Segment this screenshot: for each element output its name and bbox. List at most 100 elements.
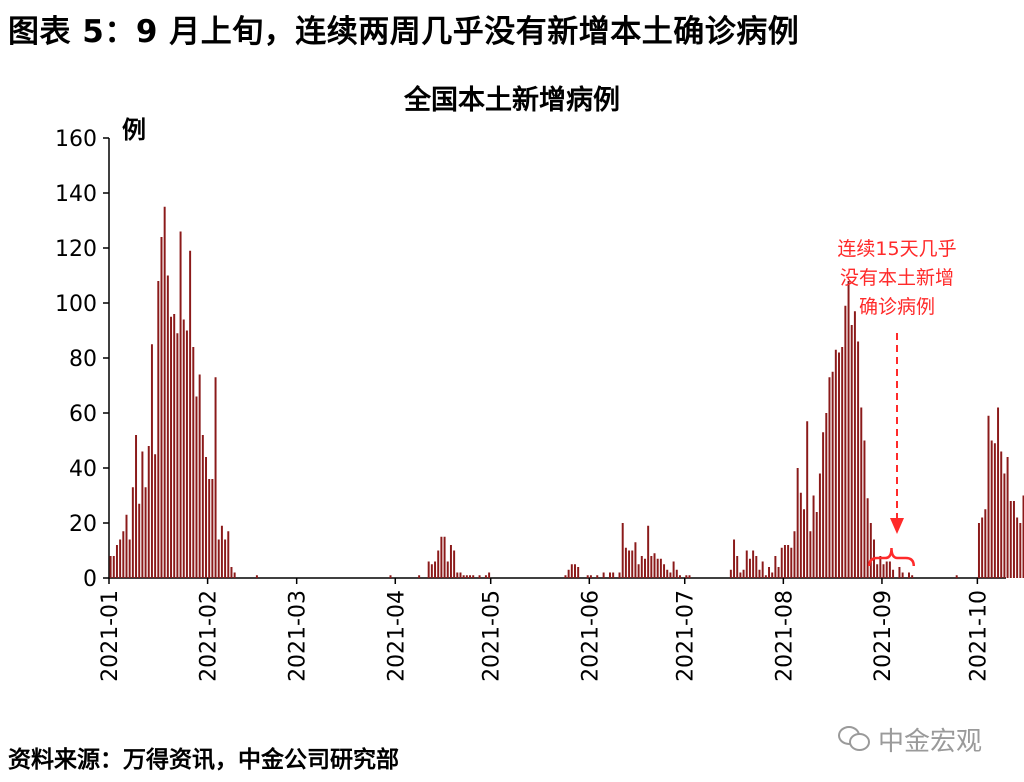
y-tick-label: 100 — [55, 292, 97, 317]
bar — [453, 550, 456, 578]
bar — [176, 333, 179, 578]
bar — [834, 349, 837, 578]
bar — [472, 575, 475, 578]
y-tick-label: 40 — [69, 457, 97, 482]
bar — [803, 509, 805, 578]
bar — [768, 567, 771, 578]
bar — [179, 231, 182, 578]
bar — [647, 525, 650, 578]
bar — [790, 547, 793, 578]
bar — [885, 561, 888, 578]
bar — [198, 374, 201, 578]
bar — [427, 561, 430, 578]
bar — [888, 561, 891, 578]
bar — [205, 457, 207, 578]
y-tick-label: 120 — [55, 237, 97, 262]
x-tick-label: 2021-09 — [871, 590, 896, 682]
annotation-arrowhead — [890, 518, 904, 534]
bar — [863, 440, 866, 578]
x-tick-label: 2021-03 — [286, 590, 311, 682]
bar — [150, 344, 153, 578]
bar — [955, 575, 958, 578]
y-tick-label: 160 — [55, 127, 97, 152]
bar — [1022, 495, 1024, 578]
bar — [131, 487, 134, 578]
x-tick-label: 2021-01 — [98, 590, 123, 682]
bar — [822, 432, 825, 578]
bar — [993, 443, 996, 578]
bar — [656, 558, 659, 578]
bar — [484, 575, 487, 578]
bar — [462, 575, 465, 578]
bar — [898, 567, 901, 578]
bar — [752, 550, 755, 578]
y-tick-label: 20 — [69, 512, 97, 537]
bar — [255, 575, 258, 578]
x-tick-label: 2021-06 — [578, 590, 603, 682]
bar — [112, 556, 115, 578]
x-tick-label: 2021-04 — [384, 590, 409, 682]
bar — [736, 556, 739, 578]
bar — [739, 572, 742, 578]
annotation-bracket — [867, 547, 916, 567]
bar — [650, 556, 653, 578]
bar — [135, 435, 138, 578]
bar — [841, 347, 844, 578]
bar — [166, 275, 169, 578]
bar — [446, 561, 449, 578]
bar — [602, 572, 605, 578]
bar — [777, 567, 780, 578]
bar — [430, 564, 433, 578]
bar — [586, 575, 589, 578]
y-tick-label: 0 — [83, 567, 97, 592]
bar — [748, 558, 751, 578]
annotation-text: 没有本土新增 — [840, 267, 954, 289]
bar — [729, 569, 732, 578]
bar — [488, 572, 491, 578]
bar — [787, 545, 790, 578]
bar — [469, 575, 472, 578]
bar — [1006, 457, 1009, 578]
bar — [634, 542, 637, 578]
bar — [838, 352, 840, 578]
bar — [761, 561, 764, 578]
bar — [621, 523, 624, 578]
bar — [418, 575, 421, 578]
bar — [233, 572, 236, 578]
bar — [815, 512, 818, 578]
x-tick-label: 2021-10 — [966, 590, 991, 682]
bar — [825, 413, 828, 578]
bar — [128, 539, 131, 578]
bar — [799, 492, 802, 578]
bar — [876, 564, 879, 578]
bar — [434, 561, 437, 578]
bar — [195, 396, 198, 578]
bar — [783, 545, 786, 578]
bar — [224, 539, 227, 578]
annotation-text: 连续15天几乎 — [837, 238, 956, 260]
bar — [637, 564, 640, 578]
bar — [220, 525, 223, 578]
bars — [109, 206, 1024, 578]
bar — [589, 575, 592, 578]
bar — [1012, 501, 1015, 578]
bar — [170, 316, 173, 578]
bar — [217, 539, 220, 578]
bar — [977, 523, 980, 578]
bar — [185, 330, 188, 578]
bar — [981, 517, 984, 578]
bar — [465, 575, 468, 578]
bar — [879, 556, 882, 578]
y-tick-label: 140 — [55, 182, 97, 207]
bar — [831, 371, 834, 578]
bar — [745, 550, 748, 578]
bar — [771, 572, 774, 578]
bar — [908, 572, 910, 578]
bar — [990, 440, 993, 578]
bar — [567, 569, 570, 578]
bar — [163, 206, 166, 578]
bar — [796, 468, 799, 578]
bar — [666, 569, 669, 578]
